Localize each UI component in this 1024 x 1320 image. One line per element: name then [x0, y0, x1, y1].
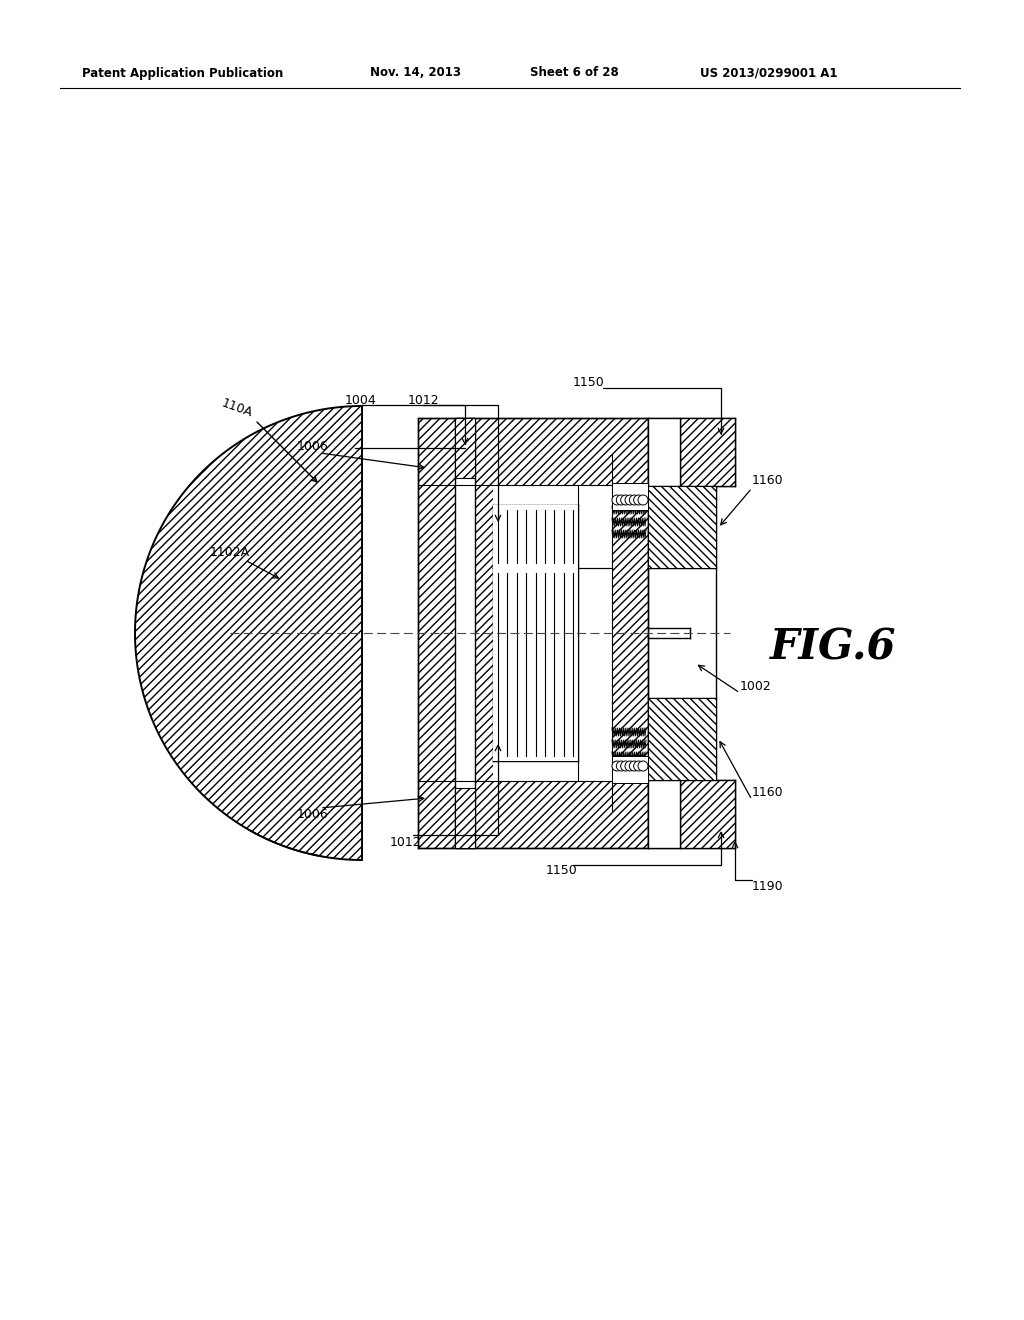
Bar: [493, 506, 578, 568]
Text: US 2013/0299001 A1: US 2013/0299001 A1: [700, 66, 838, 79]
Text: Nov. 14, 2013: Nov. 14, 2013: [370, 66, 461, 79]
Bar: [680, 418, 735, 486]
Text: Sheet 6 of 28: Sheet 6 of 28: [530, 66, 618, 79]
Bar: [455, 418, 475, 478]
Text: 1160: 1160: [752, 474, 783, 487]
Circle shape: [630, 495, 639, 506]
Circle shape: [630, 762, 639, 771]
Bar: [493, 568, 612, 781]
Text: 1160: 1160: [752, 787, 783, 800]
Circle shape: [621, 762, 631, 771]
Circle shape: [621, 495, 631, 506]
Text: 1006: 1006: [297, 441, 329, 454]
Circle shape: [634, 495, 644, 506]
Text: 1006: 1006: [297, 808, 329, 821]
Circle shape: [625, 762, 635, 771]
Circle shape: [625, 495, 635, 506]
Bar: [612, 483, 648, 510]
Text: 1150: 1150: [546, 865, 578, 878]
Circle shape: [612, 495, 622, 506]
Text: 1190: 1190: [752, 880, 783, 894]
Text: Patent Application Publication: Patent Application Publication: [82, 66, 284, 79]
Bar: [612, 756, 648, 783]
Circle shape: [634, 762, 644, 771]
Text: 1002: 1002: [740, 680, 772, 693]
Circle shape: [612, 762, 622, 771]
Polygon shape: [135, 407, 362, 861]
Bar: [648, 698, 716, 780]
Text: 1012: 1012: [390, 836, 422, 849]
Text: 1150: 1150: [573, 375, 605, 388]
Text: 1012: 1012: [408, 393, 439, 407]
Bar: [680, 780, 735, 847]
Bar: [493, 568, 578, 762]
Text: 1004: 1004: [345, 393, 377, 407]
Text: 110A: 110A: [220, 396, 255, 420]
Bar: [648, 780, 680, 847]
Circle shape: [638, 495, 648, 506]
Circle shape: [638, 762, 648, 771]
Text: 1102A: 1102A: [210, 546, 250, 560]
Bar: [418, 418, 648, 847]
Bar: [648, 418, 680, 486]
Text: FIG.6: FIG.6: [770, 627, 896, 669]
Bar: [648, 486, 716, 568]
Bar: [455, 788, 475, 847]
Bar: [455, 418, 475, 847]
Circle shape: [616, 495, 627, 506]
Circle shape: [616, 762, 627, 771]
Bar: [493, 484, 612, 568]
